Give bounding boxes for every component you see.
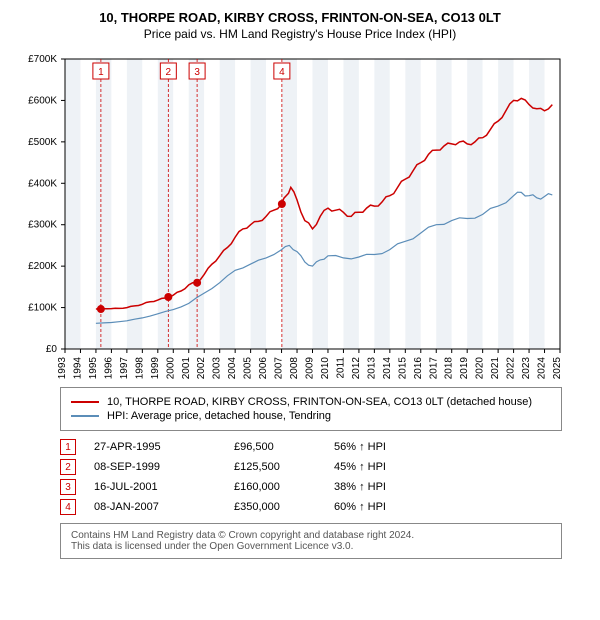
svg-text:£400K: £400K: [28, 178, 57, 189]
svg-text:2015: 2015: [397, 357, 408, 379]
svg-text:1995: 1995: [88, 357, 99, 379]
svg-text:1: 1: [98, 67, 104, 78]
table-row: 1 27-APR-1995 £96,500 56% ↑ HPI: [60, 439, 590, 455]
legend-label-subject: 10, THORPE ROAD, KIRBY CROSS, FRINTON-ON…: [107, 396, 532, 408]
sale-marker-2: 2: [60, 459, 76, 475]
svg-text:2008: 2008: [289, 357, 300, 379]
legend-swatch-hpi: [71, 415, 99, 417]
sale-date: 08-JAN-2007: [94, 501, 234, 513]
svg-text:2019: 2019: [459, 357, 470, 379]
svg-text:1994: 1994: [72, 357, 83, 379]
legend: 10, THORPE ROAD, KIRBY CROSS, FRINTON-ON…: [60, 387, 562, 431]
sale-price: £160,000: [234, 481, 334, 493]
sale-price: £96,500: [234, 441, 334, 453]
svg-text:2002: 2002: [196, 357, 207, 379]
svg-text:1999: 1999: [150, 357, 161, 379]
svg-text:2025: 2025: [552, 357, 563, 379]
chart-container: £0 £100K £200K £300K £400K £500K £600K £700K 199…: [10, 49, 590, 379]
svg-text:£600K: £600K: [28, 95, 57, 106]
legend-label-hpi: HPI: Average price, detached house, Tend…: [107, 410, 331, 422]
svg-text:£300K: £300K: [28, 220, 57, 231]
svg-text:2014: 2014: [382, 357, 393, 379]
legend-item-subject: 10, THORPE ROAD, KIRBY CROSS, FRINTON-ON…: [71, 396, 551, 408]
svg-text:4: 4: [279, 67, 285, 78]
svg-text:3: 3: [194, 67, 200, 78]
svg-text:2007: 2007: [274, 357, 285, 379]
svg-text:2000: 2000: [165, 357, 176, 379]
table-row: 3 16-JUL-2001 £160,000 38% ↑ HPI: [60, 479, 590, 495]
svg-text:1993: 1993: [57, 357, 68, 379]
svg-text:2022: 2022: [506, 357, 517, 379]
svg-text:£100K: £100K: [28, 303, 57, 314]
sale-price: £350,000: [234, 501, 334, 513]
svg-text:2017: 2017: [428, 357, 439, 379]
sale-pct: 60% ↑ HPI: [334, 501, 454, 513]
table-row: 4 08-JAN-2007 £350,000 60% ↑ HPI: [60, 499, 590, 515]
chart-title-block: 10, THORPE ROAD, KIRBY CROSS, FRINTON-ON…: [10, 10, 590, 41]
price-chart: £0 £100K £200K £300K £400K £500K £600K £700K 199…: [10, 49, 570, 379]
svg-text:2001: 2001: [181, 357, 192, 379]
svg-text:2024: 2024: [537, 357, 548, 379]
attribution-footer: Contains HM Land Registry data © Crown c…: [60, 523, 562, 559]
svg-text:1996: 1996: [103, 357, 114, 379]
svg-text:2012: 2012: [351, 357, 362, 379]
sale-date: 16-JUL-2001: [94, 481, 234, 493]
svg-text:2009: 2009: [305, 357, 316, 379]
svg-text:£700K: £700K: [28, 54, 57, 65]
sale-pct: 38% ↑ HPI: [334, 481, 454, 493]
svg-text:2003: 2003: [212, 357, 223, 379]
sale-pct: 45% ↑ HPI: [334, 461, 454, 473]
svg-text:2021: 2021: [490, 357, 501, 379]
sale-marker-4: 4: [60, 499, 76, 515]
legend-swatch-subject: [71, 401, 99, 403]
table-row: 2 08-SEP-1999 £125,500 45% ↑ HPI: [60, 459, 590, 475]
sale-date: 27-APR-1995: [94, 441, 234, 453]
svg-text:2020: 2020: [475, 357, 486, 379]
sale-pct: 56% ↑ HPI: [334, 441, 454, 453]
chart-title-address: 10, THORPE ROAD, KIRBY CROSS, FRINTON-ON…: [10, 10, 590, 25]
svg-text:2005: 2005: [243, 357, 254, 379]
sale-marker-3: 3: [60, 479, 76, 495]
svg-text:1997: 1997: [119, 357, 130, 379]
footer-line-1: Contains HM Land Registry data © Crown c…: [71, 530, 551, 541]
legend-item-hpi: HPI: Average price, detached house, Tend…: [71, 410, 551, 422]
svg-text:£200K: £200K: [28, 261, 57, 272]
svg-text:2010: 2010: [320, 357, 331, 379]
svg-text:£500K: £500K: [28, 137, 57, 148]
svg-text:2023: 2023: [521, 357, 532, 379]
sale-marker-1: 1: [60, 439, 76, 455]
sale-price: £125,500: [234, 461, 334, 473]
sales-table: 1 27-APR-1995 £96,500 56% ↑ HPI 2 08-SEP…: [60, 439, 590, 515]
svg-text:2004: 2004: [227, 357, 238, 379]
chart-title-sub: Price paid vs. HM Land Registry's House …: [10, 27, 590, 41]
svg-text:2006: 2006: [258, 357, 269, 379]
svg-text:2018: 2018: [444, 357, 455, 379]
svg-text:2016: 2016: [413, 357, 424, 379]
svg-text:2013: 2013: [366, 357, 377, 379]
sale-date: 08-SEP-1999: [94, 461, 234, 473]
svg-text:2011: 2011: [335, 357, 346, 379]
svg-text:1998: 1998: [134, 357, 145, 379]
footer-line-2: This data is licensed under the Open Gov…: [71, 541, 551, 552]
svg-text:£0: £0: [46, 344, 58, 355]
svg-text:2: 2: [166, 67, 172, 78]
